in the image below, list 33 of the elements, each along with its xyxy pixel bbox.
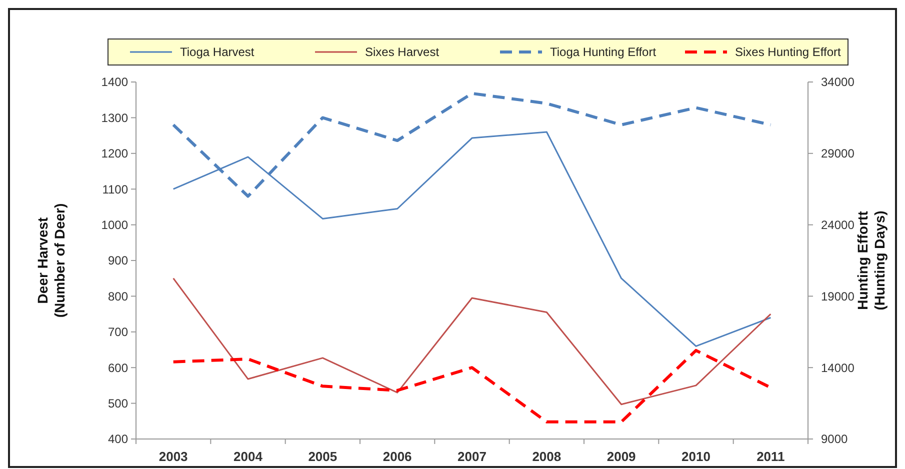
y2-tick-label: 9000 bbox=[821, 432, 848, 446]
x-tick-label: 2008 bbox=[532, 449, 562, 464]
y-tick-label: 1100 bbox=[102, 182, 128, 196]
y-tick-label: 1200 bbox=[101, 146, 128, 161]
legend-label: Tioga Harvest bbox=[180, 45, 255, 60]
y-tick-label: 700 bbox=[108, 325, 128, 340]
y-tick-label: 1400 bbox=[101, 75, 128, 90]
x-tick-label: 2007 bbox=[458, 449, 486, 464]
y2-axis-title: Hunting Effortt (Hunting Days) bbox=[854, 210, 888, 310]
legend-label: Tioga Hunting Effort bbox=[550, 45, 657, 60]
line-series bbox=[172, 278, 772, 406]
x-tick-label: 2003 bbox=[158, 449, 188, 464]
y-tick-label: 800 bbox=[108, 289, 128, 304]
x-tick-label: 2011 bbox=[756, 449, 785, 464]
legend-label: Sixes Harvest bbox=[365, 45, 440, 60]
x-tick-label: 2010 bbox=[682, 449, 710, 464]
y-tick-label: 900 bbox=[108, 254, 128, 268]
y-tick-label: 500 bbox=[108, 396, 128, 410]
y2-tick-label: 29000 bbox=[821, 146, 855, 161]
y2-tick-label: 24000 bbox=[821, 218, 855, 232]
x-tick-label: 2009 bbox=[606, 449, 636, 464]
x-tick-label: 2006 bbox=[382, 449, 412, 464]
y-tick-label: 600 bbox=[108, 360, 128, 375]
y2-tick-label: 19000 bbox=[821, 289, 855, 304]
y-tick-label: 400 bbox=[108, 432, 128, 446]
x-tick-label: 2005 bbox=[308, 449, 338, 464]
y-tick-label: 1000 bbox=[101, 218, 128, 232]
y2-tick-label: 14000 bbox=[821, 360, 855, 375]
y-axis-title: Deer Harvest (Number of Deer) bbox=[34, 203, 68, 318]
y-tick-label: 1300 bbox=[101, 110, 128, 125]
legend-label: Sixes Hunting Effort bbox=[735, 45, 842, 60]
x-tick-label: 2004 bbox=[234, 449, 264, 464]
y2-tick-label: 34000 bbox=[821, 75, 855, 90]
